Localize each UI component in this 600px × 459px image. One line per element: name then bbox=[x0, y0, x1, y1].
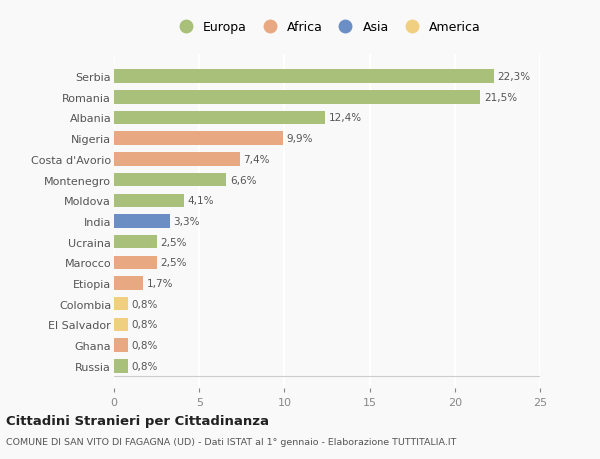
Bar bbox=[114, 297, 128, 311]
Text: 4,1%: 4,1% bbox=[187, 196, 214, 206]
Text: 2,5%: 2,5% bbox=[160, 258, 187, 268]
Bar bbox=[114, 70, 494, 84]
Text: 12,4%: 12,4% bbox=[329, 113, 362, 123]
Text: 0,8%: 0,8% bbox=[131, 361, 157, 371]
Text: 1,7%: 1,7% bbox=[146, 279, 173, 288]
Bar bbox=[114, 256, 157, 269]
Text: 22,3%: 22,3% bbox=[497, 72, 530, 82]
Bar bbox=[114, 112, 325, 125]
Text: 0,8%: 0,8% bbox=[131, 341, 157, 350]
Text: 0,8%: 0,8% bbox=[131, 320, 157, 330]
Bar bbox=[114, 132, 283, 146]
Text: 0,8%: 0,8% bbox=[131, 299, 157, 309]
Text: 7,4%: 7,4% bbox=[244, 155, 270, 164]
Bar bbox=[114, 91, 481, 104]
Legend: Europa, Africa, Asia, America: Europa, Africa, Asia, America bbox=[173, 22, 481, 34]
Text: 3,3%: 3,3% bbox=[173, 217, 200, 226]
Bar bbox=[114, 174, 226, 187]
Bar bbox=[114, 339, 128, 352]
Bar bbox=[114, 153, 240, 166]
Text: Cittadini Stranieri per Cittadinanza: Cittadini Stranieri per Cittadinanza bbox=[6, 414, 269, 428]
Bar bbox=[114, 318, 128, 331]
Text: 9,9%: 9,9% bbox=[286, 134, 313, 144]
Bar bbox=[114, 235, 157, 249]
Bar bbox=[114, 359, 128, 373]
Bar bbox=[114, 277, 143, 290]
Bar bbox=[114, 215, 170, 228]
Text: 21,5%: 21,5% bbox=[484, 93, 517, 102]
Text: COMUNE DI SAN VITO DI FAGAGNA (UD) - Dati ISTAT al 1° gennaio - Elaborazione TUT: COMUNE DI SAN VITO DI FAGAGNA (UD) - Dat… bbox=[6, 437, 457, 446]
Bar bbox=[114, 194, 184, 207]
Text: 2,5%: 2,5% bbox=[160, 237, 187, 247]
Text: 6,6%: 6,6% bbox=[230, 175, 256, 185]
